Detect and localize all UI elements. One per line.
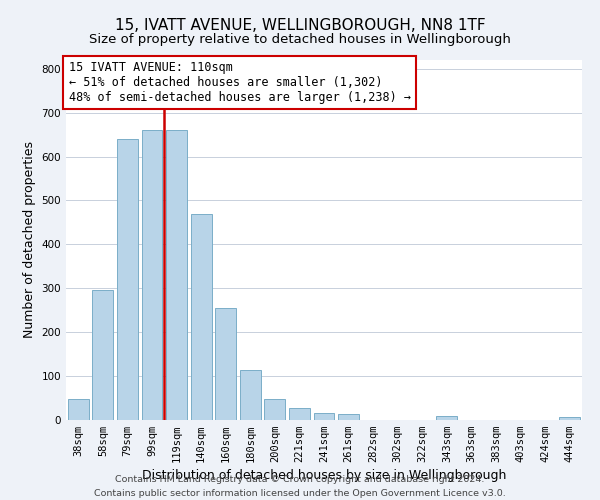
Bar: [289, 408, 310, 420]
Bar: [436, 416, 457, 420]
Y-axis label: Number of detached properties: Number of detached properties: [23, 142, 36, 338]
Bar: [92, 290, 113, 420]
Bar: [215, 308, 236, 420]
X-axis label: Distribution of detached houses by size in Wellingborough: Distribution of detached houses by size …: [142, 470, 506, 482]
Bar: [166, 130, 187, 420]
Bar: [68, 400, 89, 420]
Text: 15, IVATT AVENUE, WELLINGBOROUGH, NN8 1TF: 15, IVATT AVENUE, WELLINGBOROUGH, NN8 1T…: [115, 18, 485, 32]
Bar: [191, 214, 212, 420]
Text: 15 IVATT AVENUE: 110sqm
← 51% of detached houses are smaller (1,302)
48% of semi: 15 IVATT AVENUE: 110sqm ← 51% of detache…: [68, 61, 410, 104]
Bar: [240, 370, 261, 420]
Bar: [338, 414, 359, 420]
Bar: [559, 417, 580, 420]
Bar: [265, 399, 286, 420]
Bar: [142, 130, 163, 420]
Text: Size of property relative to detached houses in Wellingborough: Size of property relative to detached ho…: [89, 32, 511, 46]
Text: Contains HM Land Registry data © Crown copyright and database right 2024.
Contai: Contains HM Land Registry data © Crown c…: [94, 476, 506, 498]
Bar: [117, 139, 138, 420]
Bar: [314, 414, 334, 420]
